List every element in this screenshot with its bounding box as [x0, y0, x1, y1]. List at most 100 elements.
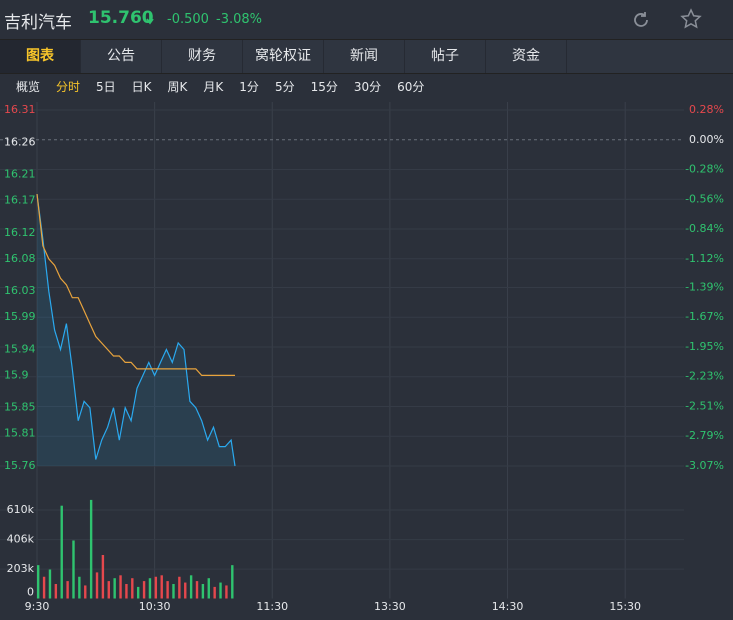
volume-bar [136, 586, 140, 599]
star-icon[interactable] [680, 8, 702, 30]
volume-bar [201, 584, 205, 599]
x-tick-label: 14:30 [492, 600, 524, 613]
vol-tick-label: 610k [7, 503, 35, 516]
x-tick-label: 9:30 [25, 600, 50, 613]
y-tick-label: 16.03 [4, 284, 36, 297]
y-tick-label: 16.12 [4, 226, 36, 239]
y-tick-label: 15.94 [4, 342, 36, 355]
stock-name: 吉利汽车 [4, 13, 72, 33]
refresh-icon[interactable] [630, 9, 652, 31]
volume-bar [189, 575, 193, 599]
x-tick-label: 10:30 [139, 600, 171, 613]
y-tick-label: 15.76 [4, 459, 36, 472]
x-tick-label: 13:30 [374, 600, 406, 613]
y-tick-label: 16.08 [4, 252, 36, 265]
volume-bar [42, 576, 46, 599]
period-tab[interactable]: 30分 [353, 80, 382, 94]
period-tab[interactable]: 周K [167, 80, 188, 94]
y-tick-label: 16.17 [4, 194, 36, 207]
volume-bar [37, 565, 40, 599]
volume-bar [119, 575, 122, 599]
y2-tick-label: -1.95% [685, 340, 724, 353]
x-tick-label: 11:30 [256, 600, 288, 613]
volume-bar [113, 578, 116, 599]
vol-tick-label: 406k [7, 533, 35, 546]
volume-bar [84, 585, 87, 599]
period-tab[interactable]: 日K [131, 80, 152, 94]
y2-tick-label: -3.07% [685, 459, 724, 472]
volume-bar [166, 581, 169, 599]
volume-bar [184, 582, 187, 599]
volume-bar [225, 585, 228, 599]
volume-bar [95, 572, 99, 599]
volume-bar [60, 505, 63, 599]
y2-tick-label: -1.67% [685, 310, 724, 323]
volume-bar [154, 576, 158, 599]
tab[interactable]: 窝轮权证 [243, 40, 324, 73]
y-tick-label: 16.31 [4, 103, 36, 116]
period-tab[interactable]: 概览 [16, 80, 41, 94]
y-tick-label: 16.21 [4, 168, 36, 181]
volume-bar [213, 586, 216, 599]
volume-bar [107, 581, 110, 599]
volume-bar [89, 499, 93, 599]
volume-bar [172, 584, 175, 599]
vol-tick-label: 203k [7, 562, 35, 575]
tab[interactable]: 公告 [81, 40, 162, 73]
price: 15.760 [88, 8, 154, 28]
period-tab[interactable]: 15分 [310, 80, 338, 94]
y2-tick-label: -2.51% [685, 399, 724, 412]
y-tick-label: 15.99 [4, 310, 36, 323]
y-tick-label: 15.85 [4, 401, 36, 414]
volume-bar [48, 569, 52, 599]
y2-tick-label: 0.00% [689, 133, 724, 146]
tab-bar: 图表 公告 财务 窝轮权证 新闻 帖子 资金 [0, 39, 733, 74]
y2-tick-label: -1.12% [685, 252, 724, 265]
down-arrow [146, 13, 154, 25]
volume-bar [66, 581, 69, 599]
y-tick-label: 15.9 [4, 368, 29, 381]
volume-bar [142, 581, 146, 599]
y2-tick-label: -0.84% [685, 222, 724, 235]
change-pct: -3.08% [216, 12, 262, 27]
volume-bar [72, 540, 75, 599]
volume-bar [54, 584, 58, 599]
y2-tick-label: -0.28% [685, 163, 724, 176]
y2-tick-label: -1.39% [685, 280, 724, 293]
line-average [36, 194, 235, 376]
x-tick-label: 15:30 [609, 600, 641, 613]
period-tab[interactable]: 60分 [397, 80, 425, 94]
tab[interactable]: 新闻 [324, 40, 405, 73]
period-tab[interactable]: 5日 [96, 80, 116, 94]
y2-tick-label: -2.23% [685, 370, 724, 383]
volume-bar [78, 576, 81, 599]
y2-tick-label: -0.56% [685, 192, 724, 205]
header: 吉利汽车 15.760 -0.500 -3.08% [0, 0, 733, 38]
y2-tick-label: 0.28% [689, 103, 724, 116]
line-price [36, 194, 236, 467]
period-tab[interactable]: 5分 [274, 80, 295, 94]
y-tick-label: 16.26 [4, 135, 36, 148]
volume-bar [131, 578, 134, 599]
tab[interactable]: 财务 [162, 40, 243, 73]
period-tab[interactable]: 1分 [239, 80, 259, 94]
volume-bar [101, 555, 105, 599]
period-bar: 概览 分时 5日 日K 周K 月K 1分 5分 15分 30分 60分 [8, 76, 432, 98]
tab[interactable]: 帖子 [405, 40, 486, 73]
price-area [37, 194, 236, 466]
tab[interactable]: 资金 [486, 40, 567, 73]
vol-tick-label: 0 [27, 586, 34, 599]
volume-bar [219, 582, 222, 599]
period-tab[interactable]: 月K [203, 80, 224, 94]
volume-bar [160, 575, 163, 599]
volume-bar [195, 581, 199, 599]
y-tick-label: 15.81 [4, 427, 36, 440]
tab[interactable]: 图表 [0, 40, 81, 73]
volume-bar [148, 578, 152, 599]
volume-bar [178, 576, 181, 599]
change: -0.500 [167, 12, 209, 27]
volume-bar [231, 565, 234, 599]
period-tab[interactable]: 分时 [56, 80, 81, 94]
